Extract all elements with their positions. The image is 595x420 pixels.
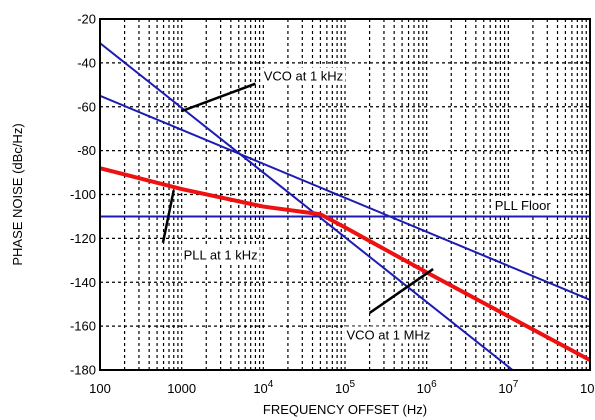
annotation-label-background: [181, 246, 260, 264]
series-line-4: [100, 166, 590, 362]
x-tick-label: 104: [253, 379, 273, 396]
annotation-leader-4: [368, 268, 434, 314]
annotation-label: PLL at 1 kHz: [184, 247, 258, 262]
annotation-leader-1: [181, 82, 256, 113]
annotation-label: VCO at 1 kHz: [264, 69, 343, 84]
series-layer: [100, 42, 590, 370]
annotation-label-background: [344, 326, 433, 344]
y-tick-label: -20: [77, 12, 96, 27]
x-tick-label: 108: [580, 379, 595, 396]
x-tick-label: 1000: [167, 381, 196, 396]
y-tick-label: -140: [70, 275, 96, 290]
annotation-label-background: [492, 196, 554, 214]
y-tick-label: -80: [77, 143, 96, 158]
series-line-2: [100, 94, 590, 301]
annotation-leader-3: [161, 189, 175, 244]
y-tick-label: -160: [70, 319, 96, 334]
annotations: VCO at 1 kHz PLL Floor PLL at 1 kHz VCO at …: [161, 67, 554, 344]
annotation-label: VCO at 1 MHz: [347, 327, 431, 342]
x-axis-title: FREQUENCY OFFSET (Hz): [263, 402, 427, 417]
x-tick-label: 106: [417, 379, 437, 396]
series-line-1: [100, 42, 515, 370]
x-tick-labels: 100 1000 104 105 106 107 108: [89, 379, 595, 396]
x-tick-label: 107: [498, 379, 518, 396]
y-tick-labels: -180 -160 -140 -120 -100 -80 -60 -40 -20: [70, 12, 96, 378]
y-tick-label: -120: [70, 231, 96, 246]
y-tick-label: -40: [77, 55, 96, 70]
y-tick-label: -60: [77, 99, 96, 114]
x-tick-label: 100: [89, 381, 111, 396]
y-tick-label: -100: [70, 187, 96, 202]
annotation-label: PLL Floor: [495, 198, 552, 213]
plot-frame: [99, 18, 591, 371]
annotation-label-background: [261, 67, 346, 85]
grid: [100, 19, 590, 370]
x-tick-label: 105: [335, 379, 355, 396]
y-axis-title: PHASE NOISE (dBc/Hz): [10, 123, 25, 265]
y-tick-label: -180: [70, 363, 96, 378]
